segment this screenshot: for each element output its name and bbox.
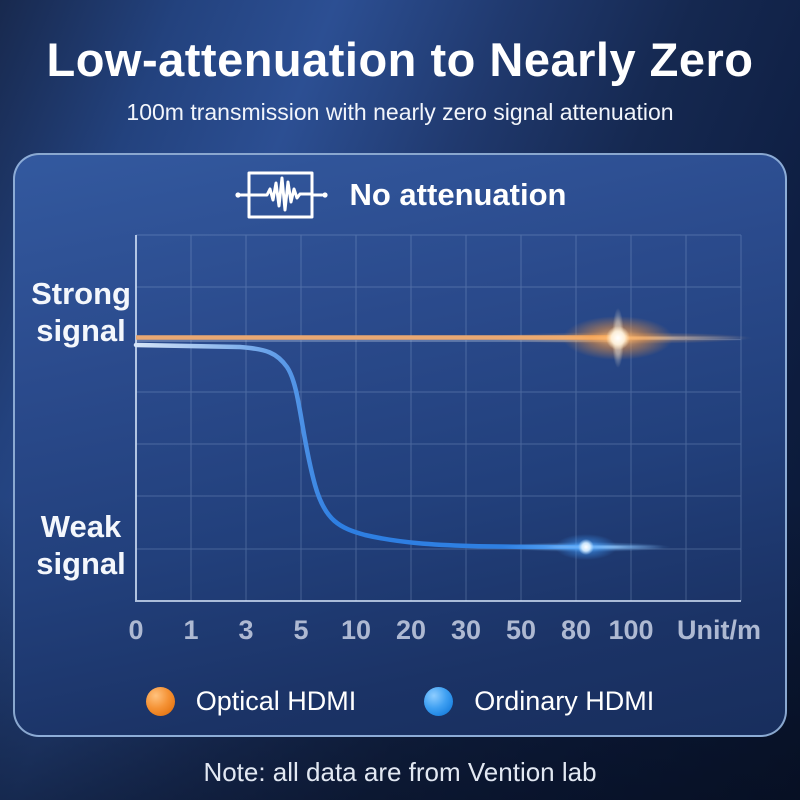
x-tick-label: 100: [608, 615, 653, 645]
axis-lines: [135, 235, 741, 602]
footnote: Note: all data are from Vention lab: [203, 757, 597, 787]
x-tick-label: 20: [396, 615, 426, 645]
optical-hdmi-glow: [483, 308, 753, 368]
ordinary-hdmi-glow: [501, 534, 671, 560]
chart-legend: Optical HDMI Ordinary HDMI: [15, 686, 785, 717]
y-axis-label-weak: Weak signal: [36, 509, 126, 581]
x-tick-label: 10: [341, 615, 371, 645]
x-tick-label: 80: [561, 615, 591, 645]
chart-panel: No attenuation: [13, 153, 787, 737]
ordinary-hdmi-marker-icon: [424, 687, 454, 716]
x-tick-label: 50: [506, 615, 536, 645]
x-tick-label: 0: [128, 615, 143, 645]
x-tick-label: 5: [293, 615, 308, 645]
legend-item-optical-hdmi: Optical HDMI: [145, 686, 357, 717]
attenuator-waveform-icon: [234, 171, 328, 219]
x-tick-label: 1: [183, 615, 198, 645]
legend-label-ordinary-hdmi: Ordinary HDMI: [474, 686, 655, 716]
legend-label-optical-hdmi: Optical HDMI: [195, 686, 357, 716]
page-title: Low-attenuation to Nearly Zero: [46, 33, 754, 86]
y-axis-label-strong: Strong signal: [31, 276, 131, 348]
x-tick-label: 3: [238, 615, 253, 645]
page-subtitle: 100m transmission with nearly zero signa…: [126, 99, 674, 125]
x-axis-tick-labels: 0 1 3 5 10 20 30 50 80 100 Unit/m: [128, 615, 761, 645]
no-attenuation-header: No attenuation: [15, 169, 785, 221]
optical-hdmi-marker-icon: [145, 687, 175, 716]
x-axis-unit-label: Unit/m: [677, 615, 761, 645]
no-attenuation-label: No attenuation: [349, 177, 567, 212]
legend-item-ordinary-hdmi: Ordinary HDMI: [424, 686, 654, 717]
ordinary-hdmi-line: [133, 342, 663, 550]
attenuation-chart: 0 1 3 5 10 20 30 50 80 100 Unit/m: [128, 234, 761, 645]
x-tick-label: 30: [451, 615, 481, 645]
